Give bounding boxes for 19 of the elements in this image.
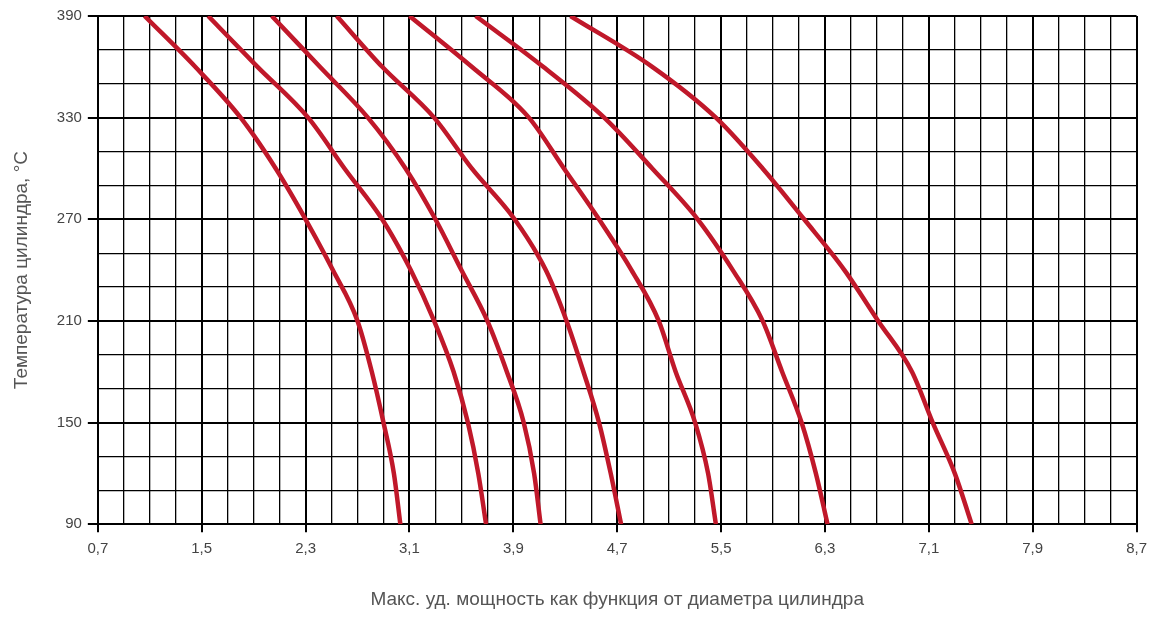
x-tick-label: 3,1	[399, 539, 420, 557]
y-tick-label: 210	[56, 311, 82, 329]
y-axis-title: Температура цилиндра, °C	[9, 151, 31, 390]
x-tick-label: 4,7	[606, 539, 628, 557]
y-tick-label: 390	[56, 6, 82, 24]
x-tick-label: 7,1	[918, 539, 940, 557]
x-tick-label: 8,7	[1126, 539, 1147, 557]
y-tick-label: 270	[56, 209, 82, 227]
x-tick-label: 5,5	[710, 539, 732, 557]
x-tick-label: 0,7	[87, 539, 109, 557]
x-axis-title: Макс. уд. мощность как функция от диаметра цилиндра	[370, 587, 865, 609]
x-tick-label: 2,3	[295, 539, 317, 557]
y-tick-label: 150	[56, 412, 82, 430]
x-tick-label: 3,9	[502, 539, 524, 557]
y-tick-label: 330	[56, 107, 82, 125]
x-tick-label: 7,9	[1022, 539, 1044, 557]
x-tick-label: 1,5	[191, 539, 213, 557]
x-tick-label: 6,3	[814, 539, 836, 557]
y-tick-label: 90	[65, 514, 82, 532]
